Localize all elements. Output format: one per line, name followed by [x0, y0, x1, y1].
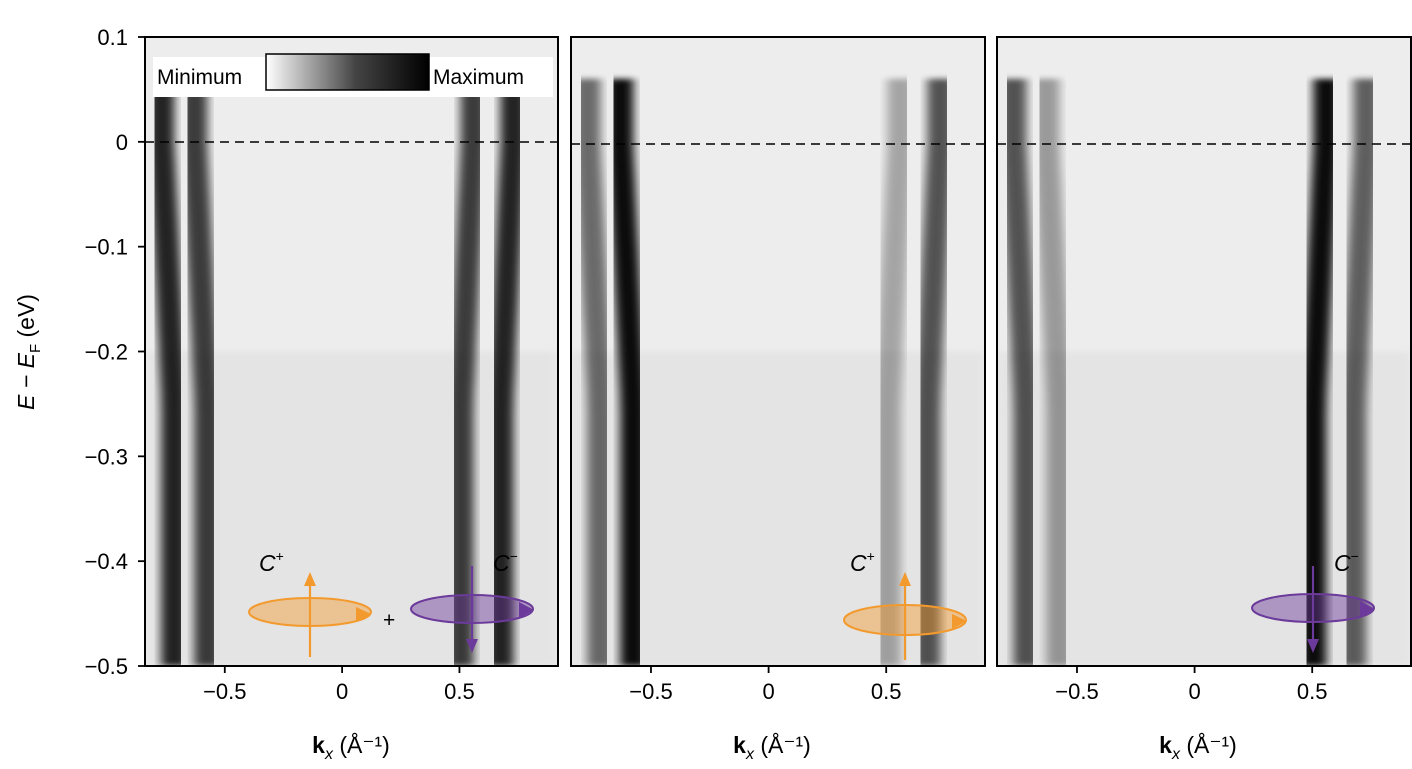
y-tick-label: −0.2	[85, 340, 128, 365]
colorbar-max-label: Maximum	[433, 66, 524, 89]
band-layer	[145, 78, 558, 666]
band-layer	[997, 78, 1411, 666]
x-tick-label: −0.5	[1055, 679, 1098, 704]
y-tick-label: 0.1	[97, 25, 128, 50]
y-axis-label: E − EF (eV)	[13, 294, 44, 410]
x-tick-label: −0.5	[203, 679, 246, 704]
c-plus-polarization-icon	[248, 572, 372, 657]
band-0	[148, 78, 188, 666]
x-axis-label: kx (Å⁻¹)	[733, 731, 811, 763]
x-axis-label-sub: x	[324, 746, 334, 763]
y-tick-label: −0.1	[85, 235, 128, 260]
band-2	[447, 78, 487, 666]
x-tick-label: 0	[762, 679, 774, 704]
band-layer	[571, 78, 985, 666]
y-ticks: 0.1 0 −0.1 −0.2 −0.3 −0.4 −0.5	[85, 25, 145, 679]
x-axis-label: kx (Å⁻¹)	[312, 731, 390, 763]
x-tick-label: 0.5	[871, 679, 902, 704]
y-axis-label-unit: (eV)	[13, 294, 39, 344]
x-axis-label: kx (Å⁻¹)	[1159, 731, 1237, 763]
x-ticks: −0.5 0 0.5	[203, 666, 475, 704]
y-axis-label-main: E − E	[13, 352, 39, 410]
y-tick-label: 0	[116, 130, 128, 155]
x-tick-label: −0.5	[629, 679, 672, 704]
plot-frame	[144, 36, 559, 667]
c-minus-polarization-icon	[1251, 566, 1375, 653]
c-minus-label: C−	[493, 548, 518, 576]
band-3	[914, 78, 954, 666]
panel-c-minus: −0.5 0 0.5 kx (Å⁻¹) C−	[996, 36, 1412, 763]
band-1	[1033, 78, 1073, 666]
panel-combined: −0.5 0 0.5 kx (Å⁻¹) Minimum Maximum C+ + C…	[144, 36, 559, 763]
plot-frame	[570, 36, 986, 667]
x-axis-label-unit: (Å⁻¹)	[333, 731, 390, 758]
x-tick-label: 0	[1188, 679, 1200, 704]
x-tick-label: 0.5	[444, 679, 475, 704]
y-axis-label-sub: F	[27, 344, 44, 353]
band-2	[1300, 78, 1340, 666]
band-2	[874, 78, 914, 666]
band-0	[1000, 78, 1040, 666]
panel-c-plus: −0.5 0 0.5 kx (Å⁻¹) C+	[570, 36, 986, 763]
band-3	[487, 78, 527, 666]
x-axis-label-bold: k	[312, 732, 325, 758]
x-ticks: −0.5 0 0.5	[629, 666, 902, 704]
plot-frame	[996, 36, 1412, 667]
c-plus-polarization-icon	[843, 572, 967, 660]
plus-sign: +	[383, 609, 395, 632]
y-tick-label: −0.4	[85, 549, 128, 574]
x-tick-label: 0	[336, 679, 348, 704]
colorbar-gradient	[265, 53, 430, 91]
c-plus-label: C+	[259, 548, 284, 576]
x-ticks: −0.5 0 0.5	[1055, 666, 1328, 704]
x-tick-label: 0.5	[1297, 679, 1328, 704]
band-1	[607, 78, 647, 666]
y-tick-label: −0.5	[85, 654, 128, 679]
band-0	[574, 78, 614, 666]
c-plus-label: C+	[850, 548, 875, 576]
colorbar-legend: Minimum Maximum	[153, 53, 553, 97]
band-1	[181, 78, 221, 666]
colorbar-min-label: Minimum	[157, 66, 242, 89]
c-minus-polarization-icon	[410, 566, 534, 653]
band-3	[1340, 78, 1380, 666]
c-minus-label: C−	[1334, 548, 1359, 576]
y-tick-label: −0.3	[85, 444, 128, 469]
